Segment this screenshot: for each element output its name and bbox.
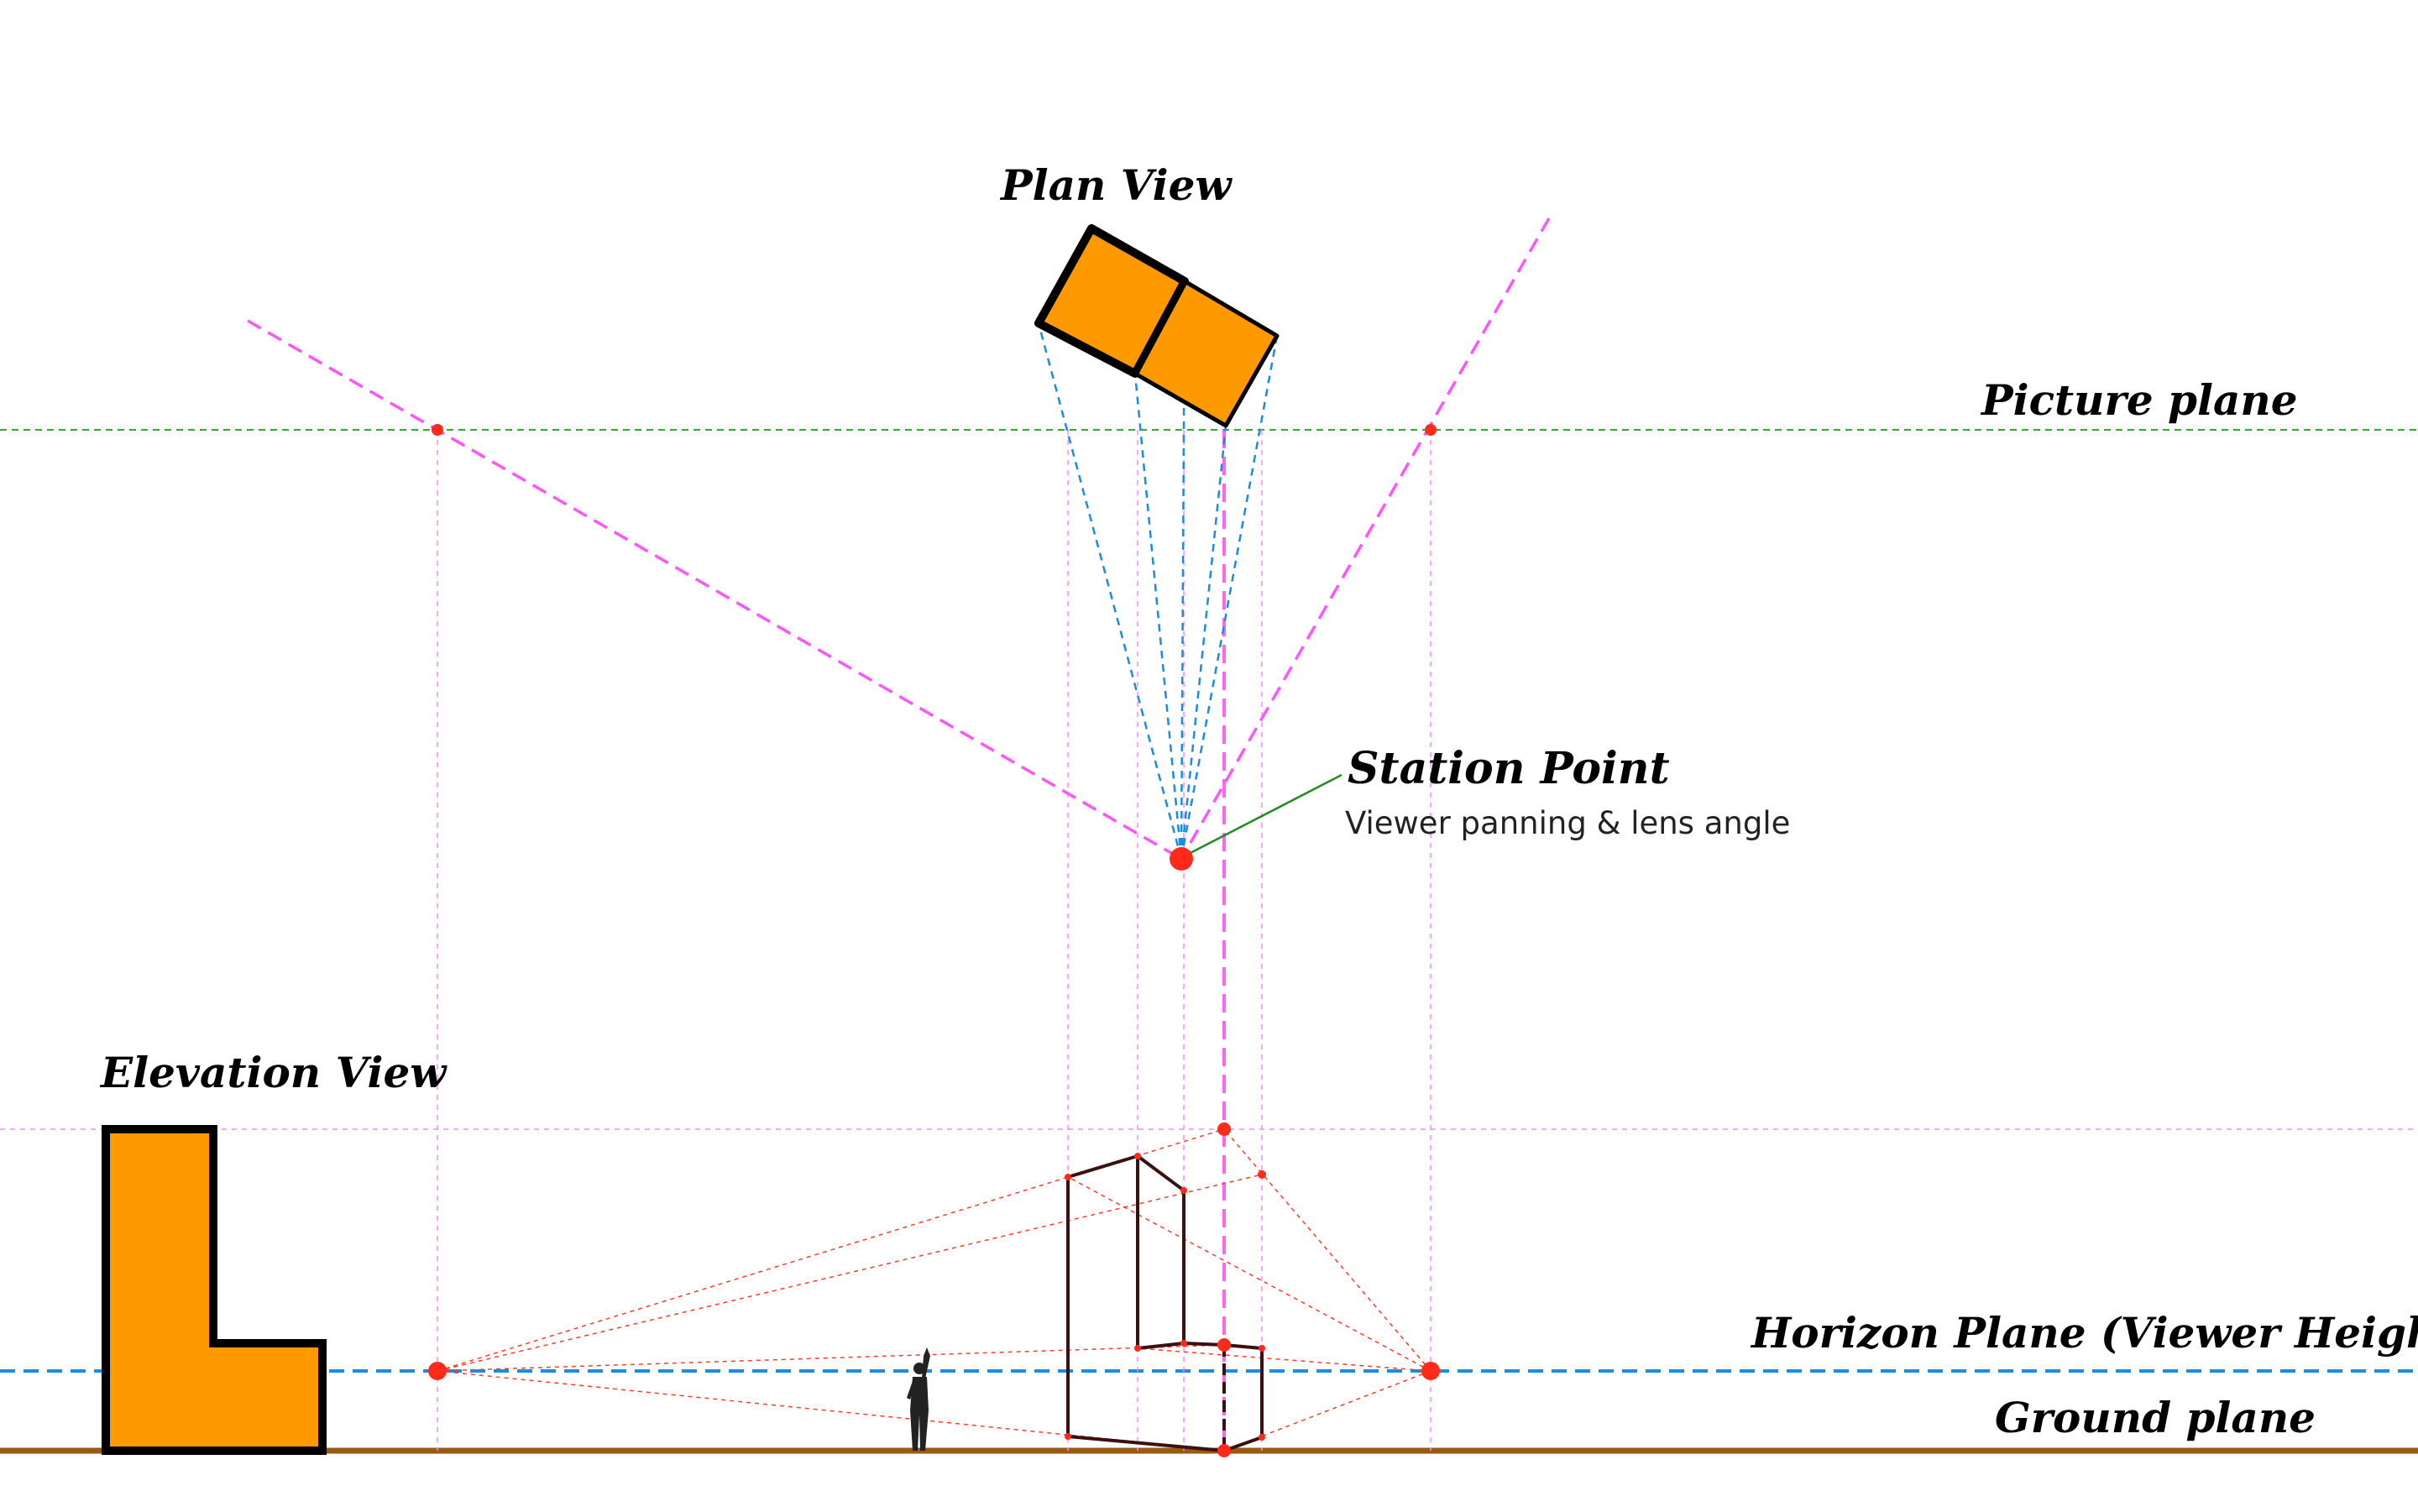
plan-view-label: Plan View: [999, 160, 1233, 210]
right-vp-construction-line: [1180, 217, 1551, 860]
sight-line-4: [1180, 425, 1227, 860]
left-vp-construction-line: [247, 319, 1182, 861]
sight-line-2: [1133, 373, 1183, 860]
sight-line-3: [1180, 280, 1186, 860]
left-vanishing-point: [428, 1362, 447, 1380]
vertical-projectors: [437, 430, 1431, 1451]
station-point-leader: [1183, 773, 1342, 858]
horizon-plane-label: Horizon Plane (Viewer Height): [1750, 1308, 2418, 1358]
ground-plane-label: Ground plane: [1995, 1393, 2316, 1442]
plan-sight-lines: [1037, 280, 1279, 860]
picture-plane-point-right: [1425, 424, 1437, 436]
picture-plane-point-left: [432, 424, 443, 436]
station-point-dot: [1170, 847, 1193, 871]
perspective-object: [1066, 1154, 1264, 1452]
elevation-view-object: [102, 1125, 327, 1455]
right-vanishing-point: [1421, 1362, 1440, 1380]
construction-points: [428, 424, 1440, 1457]
human-scale-figure-icon: [907, 1347, 930, 1451]
picture-plane-label: Picture plane: [1980, 375, 2298, 425]
elevation-view-label: Elevation View: [99, 1048, 447, 1097]
plan-view-object: [1034, 224, 1280, 428]
perspective-lines: [437, 1128, 1431, 1452]
station-point-note: Viewer panning & lens angle: [1345, 805, 1790, 841]
station-point-label: Station Point: [1348, 743, 1670, 794]
plan-divider: [1132, 280, 1188, 375]
sight-line-1: [1037, 322, 1183, 860]
